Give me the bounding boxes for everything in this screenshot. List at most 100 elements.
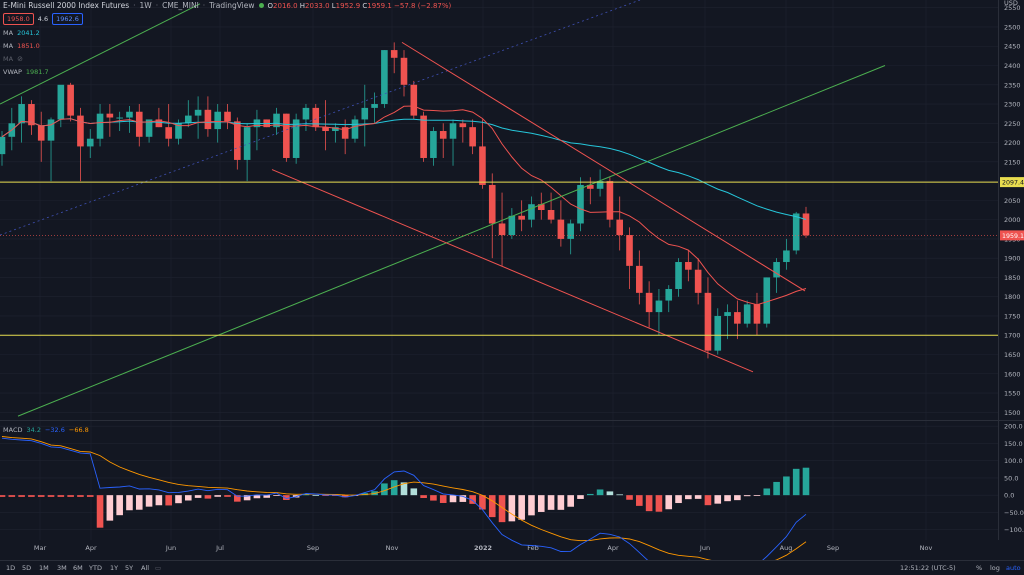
macd-histogram-bar: [243, 495, 251, 501]
candle-body: [214, 111, 222, 130]
candle-body: [410, 84, 418, 116]
x-tick-label: Mar: [34, 544, 47, 552]
macd-histogram-bar: [37, 495, 45, 497]
candle-body: [37, 125, 45, 141]
candle-body: [126, 111, 133, 118]
macd-histogram-bar: [322, 495, 329, 496]
trendline-green-upper: [0, 3, 201, 105]
buy-button[interactable]: 1962.6: [52, 13, 83, 25]
candle-body: [498, 223, 506, 236]
candle-body: [655, 300, 663, 313]
candle-body: [586, 184, 594, 189]
indicator-ma-3[interactable]: MA ⊘: [3, 55, 23, 63]
macd-histogram-bar: [341, 495, 349, 498]
macd-histogram-bar: [155, 495, 163, 506]
timeframe-5y[interactable]: 5Y: [125, 564, 134, 572]
macd-tick-label: 200.0: [1004, 423, 1023, 431]
macd-histogram-bar: [381, 483, 388, 496]
y-tick-label: 2450: [1004, 43, 1021, 51]
macd-histogram-bar: [734, 495, 741, 501]
x-tick-label: Nov: [386, 544, 399, 552]
macd-tick-label: −100.0: [1004, 526, 1024, 534]
macd-histogram-bar: [528, 495, 535, 516]
x-tick-label: Jun: [165, 544, 176, 552]
macd-histogram-bar: [126, 495, 133, 511]
candle-body: [371, 104, 378, 108]
timeframe-1y[interactable]: 1Y: [110, 564, 119, 572]
candle-body: [390, 50, 398, 58]
macd-tick-label: 100.0: [1004, 457, 1023, 465]
macd-histogram-bar: [47, 495, 55, 497]
macd-histogram-bar: [400, 482, 408, 496]
macd-histogram-bar: [714, 495, 722, 504]
macd-histogram-bar: [273, 495, 280, 496]
y-tick-label: 2300: [1004, 101, 1021, 109]
macd-histogram-bar: [253, 495, 261, 499]
macd-histogram-bar: [655, 495, 663, 512]
timeframe-1d[interactable]: 1D: [6, 564, 16, 572]
y-tick-label: 2350: [1004, 81, 1021, 89]
candle-body: [606, 181, 614, 220]
macd-histogram-bar: [626, 495, 633, 500]
percent-toggle[interactable]: %: [976, 564, 983, 572]
y-tick-label: 2150: [1004, 158, 1021, 166]
candle-body: [704, 292, 712, 351]
indicator-vwap[interactable]: VWAP 1981.7: [3, 68, 49, 76]
candle-body: [616, 219, 624, 236]
y-tick-label: 2250: [1004, 120, 1021, 128]
currency-label: USD: [1004, 0, 1018, 7]
x-tick-label: 2022: [474, 544, 492, 552]
candle-body: [332, 127, 339, 132]
macd-histogram-bar: [410, 488, 418, 496]
auto-toggle[interactable]: auto: [1006, 564, 1021, 572]
x-tick-label: Sep: [827, 544, 839, 552]
macd-histogram-bar: [165, 495, 172, 506]
candle-body: [547, 210, 555, 220]
macd-histogram-bar: [390, 480, 398, 496]
sell-button[interactable]: 1958.0: [3, 13, 34, 25]
candle-body: [636, 265, 643, 293]
symbol-title[interactable]: E-Mini Russell 2000 Index Futures: [3, 1, 130, 10]
timeframe-5d[interactable]: 5D: [22, 564, 32, 572]
candle-body: [743, 304, 751, 324]
hidden-eye-icon[interactable]: ⊘: [17, 55, 23, 63]
candle-body: [18, 104, 25, 124]
macd-histogram-bar: [724, 495, 731, 502]
candle-body: [361, 107, 369, 120]
candle-body: [430, 131, 437, 158]
date-range-icon[interactable]: ▭: [155, 564, 162, 572]
timeframe-3m[interactable]: 3M: [57, 564, 67, 572]
macd-legend[interactable]: MACD 34.2 −32.6 −66.8: [3, 426, 89, 434]
macd-tick-label: 0.0: [1004, 492, 1014, 500]
chart-background: [0, 0, 1024, 560]
candle-body: [312, 107, 320, 128]
macd-histogram-bar: [439, 495, 447, 503]
macd-histogram-bar: [77, 495, 84, 497]
timeframe-1m[interactable]: 1M: [39, 564, 49, 572]
clock[interactable]: 12:51:22 (UTC-5): [900, 564, 956, 572]
candle-body: [204, 109, 212, 130]
candle-body: [645, 292, 653, 313]
macd-histogram-bar: [596, 489, 604, 496]
candle-body: [106, 113, 114, 118]
indicator-ma-2[interactable]: MA 1851.0: [3, 42, 40, 50]
candle-body: [753, 304, 761, 324]
log-toggle[interactable]: log: [990, 564, 1000, 572]
candle-body: [665, 288, 673, 301]
price-grid: [0, 0, 998, 540]
candle-body: [675, 262, 682, 289]
candle-body: [685, 262, 692, 270]
macd-histogram-bar: [459, 495, 467, 502]
timeframe-all[interactable]: All: [141, 564, 150, 572]
interval-label[interactable]: 1W: [139, 1, 152, 10]
macd-histogram-bar: [743, 495, 751, 497]
macd-histogram-bar: [283, 495, 290, 500]
indicator-ma-1[interactable]: MA 2041.2: [3, 29, 40, 37]
candle-body: [773, 262, 780, 278]
candle-body: [47, 119, 55, 141]
candle-body: [184, 115, 192, 124]
timeframe-6m[interactable]: 6M: [73, 564, 83, 572]
timeframe-ytd[interactable]: YTD: [89, 564, 102, 572]
price-chart[interactable]: 2550250024502400235023002250220021502100…: [0, 0, 1024, 560]
y-tick-label: 2200: [1004, 139, 1021, 147]
